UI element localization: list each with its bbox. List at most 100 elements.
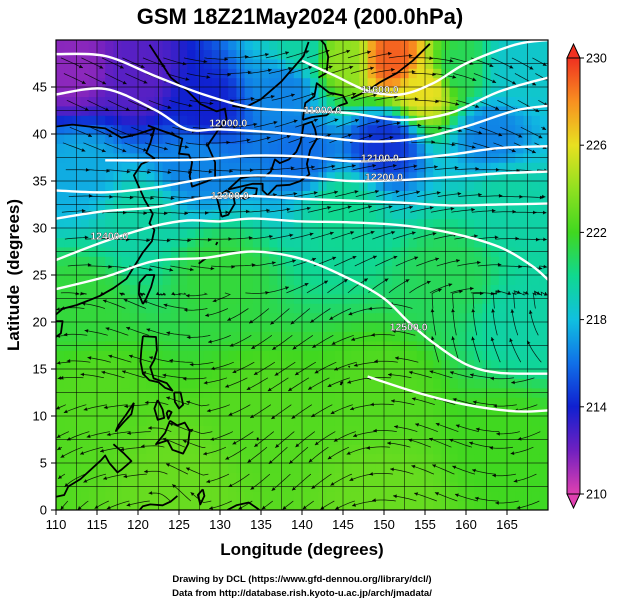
field-cell xyxy=(507,171,516,182)
field-cell xyxy=(302,162,311,173)
streamline xyxy=(206,473,230,483)
streamline-arrow xyxy=(515,236,519,241)
field-cell xyxy=(80,96,90,107)
field-cell xyxy=(105,209,114,220)
field-cell xyxy=(285,77,295,88)
field-cell xyxy=(228,228,237,238)
field-cell xyxy=(343,303,352,314)
field-cell xyxy=(326,416,336,426)
field-cell xyxy=(539,77,548,88)
field-cell xyxy=(97,312,106,323)
field-cell xyxy=(228,406,237,417)
field-cell xyxy=(244,322,254,332)
field-cell xyxy=(285,40,295,50)
field-cell xyxy=(384,406,393,417)
field-cell xyxy=(88,369,98,379)
field-cell xyxy=(490,115,500,126)
field-cell xyxy=(392,275,401,285)
streamline xyxy=(272,335,293,351)
streamline xyxy=(225,377,248,388)
field-cell xyxy=(293,425,303,436)
field-cell xyxy=(310,190,319,201)
field-cell xyxy=(129,444,139,455)
field-cell xyxy=(425,491,434,502)
field-cell xyxy=(252,378,262,389)
field-cell xyxy=(252,397,262,408)
streamline-arrow xyxy=(77,506,82,510)
field-cell xyxy=(425,190,434,201)
field-cell xyxy=(97,124,106,135)
field-cell xyxy=(531,237,541,248)
field-cell xyxy=(343,115,352,126)
streamline-arrow xyxy=(370,402,374,407)
streamline xyxy=(170,265,194,271)
field-cell xyxy=(203,40,213,50)
field-cell xyxy=(88,500,98,510)
field-cell xyxy=(170,190,180,201)
streamline xyxy=(368,307,392,310)
field-cell xyxy=(211,87,221,97)
streamline-arrow xyxy=(416,190,420,195)
field-cell xyxy=(515,237,524,248)
field-cell xyxy=(507,284,516,295)
field-cell xyxy=(138,162,147,173)
field-cell xyxy=(531,96,541,107)
field-cell xyxy=(261,256,270,267)
field-cell xyxy=(392,463,401,473)
streamline-arrow xyxy=(459,289,463,294)
field-cell xyxy=(334,68,344,79)
field-cell xyxy=(56,265,65,276)
field-cell xyxy=(539,350,548,361)
streamline-arrow xyxy=(510,451,515,456)
field-cell xyxy=(97,444,106,455)
field-cell xyxy=(129,350,139,361)
streamline-arrow xyxy=(126,326,131,331)
field-cell xyxy=(367,406,377,417)
field-cell xyxy=(392,284,401,295)
streamline-arrow xyxy=(531,149,536,154)
streamline-arrow xyxy=(56,307,60,311)
streamline-arrow xyxy=(417,123,422,128)
field-cell xyxy=(392,444,401,455)
field-cell xyxy=(457,359,467,370)
field-cell xyxy=(310,472,319,483)
field-cell xyxy=(498,49,508,60)
field-cell xyxy=(416,275,426,285)
streamline xyxy=(311,165,336,171)
field-cell xyxy=(187,350,196,361)
field-cell xyxy=(88,350,98,361)
streamline xyxy=(189,429,213,434)
field-cell xyxy=(203,237,213,248)
field-cell xyxy=(162,256,172,267)
field-cell xyxy=(138,228,147,238)
field-cell xyxy=(228,284,237,295)
field-cell xyxy=(507,491,516,502)
streamline-arrow xyxy=(367,50,371,55)
streamline xyxy=(274,119,298,128)
field-cell xyxy=(146,143,155,154)
streamline-arrow xyxy=(186,467,190,471)
field-cell xyxy=(515,322,524,332)
field-cell xyxy=(228,378,237,389)
streamline-arrow xyxy=(189,362,194,367)
field-cell xyxy=(146,275,155,285)
field-cell xyxy=(261,453,270,464)
streamline xyxy=(83,404,107,411)
streamline xyxy=(59,377,84,379)
field-cell xyxy=(507,115,516,126)
field-cell xyxy=(64,190,73,201)
field-cell xyxy=(187,49,196,60)
field-cell xyxy=(269,218,278,229)
field-cell xyxy=(146,444,155,455)
field-cell xyxy=(310,181,319,191)
field-cell xyxy=(179,96,188,107)
coastline xyxy=(115,402,135,432)
field-cell xyxy=(507,463,516,473)
field-cell xyxy=(170,143,180,154)
streamline-arrow xyxy=(288,387,293,391)
field-cell xyxy=(285,49,295,60)
field-cell xyxy=(457,322,467,332)
field-cell xyxy=(425,49,434,60)
field-cell xyxy=(252,49,262,60)
streamline-arrow xyxy=(290,166,295,171)
